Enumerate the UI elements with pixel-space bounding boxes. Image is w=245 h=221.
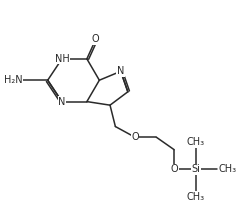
Text: CH₃: CH₃ (219, 164, 237, 174)
Text: NH: NH (55, 54, 69, 64)
Text: N: N (117, 66, 124, 76)
Text: H₂N: H₂N (4, 75, 23, 85)
Text: O: O (92, 34, 100, 44)
Text: Si: Si (191, 164, 200, 174)
Text: CH₃: CH₃ (186, 192, 205, 202)
Text: N: N (58, 97, 66, 107)
Text: CH₃: CH₃ (186, 137, 205, 147)
Text: O: O (131, 132, 139, 142)
Text: O: O (170, 164, 178, 174)
